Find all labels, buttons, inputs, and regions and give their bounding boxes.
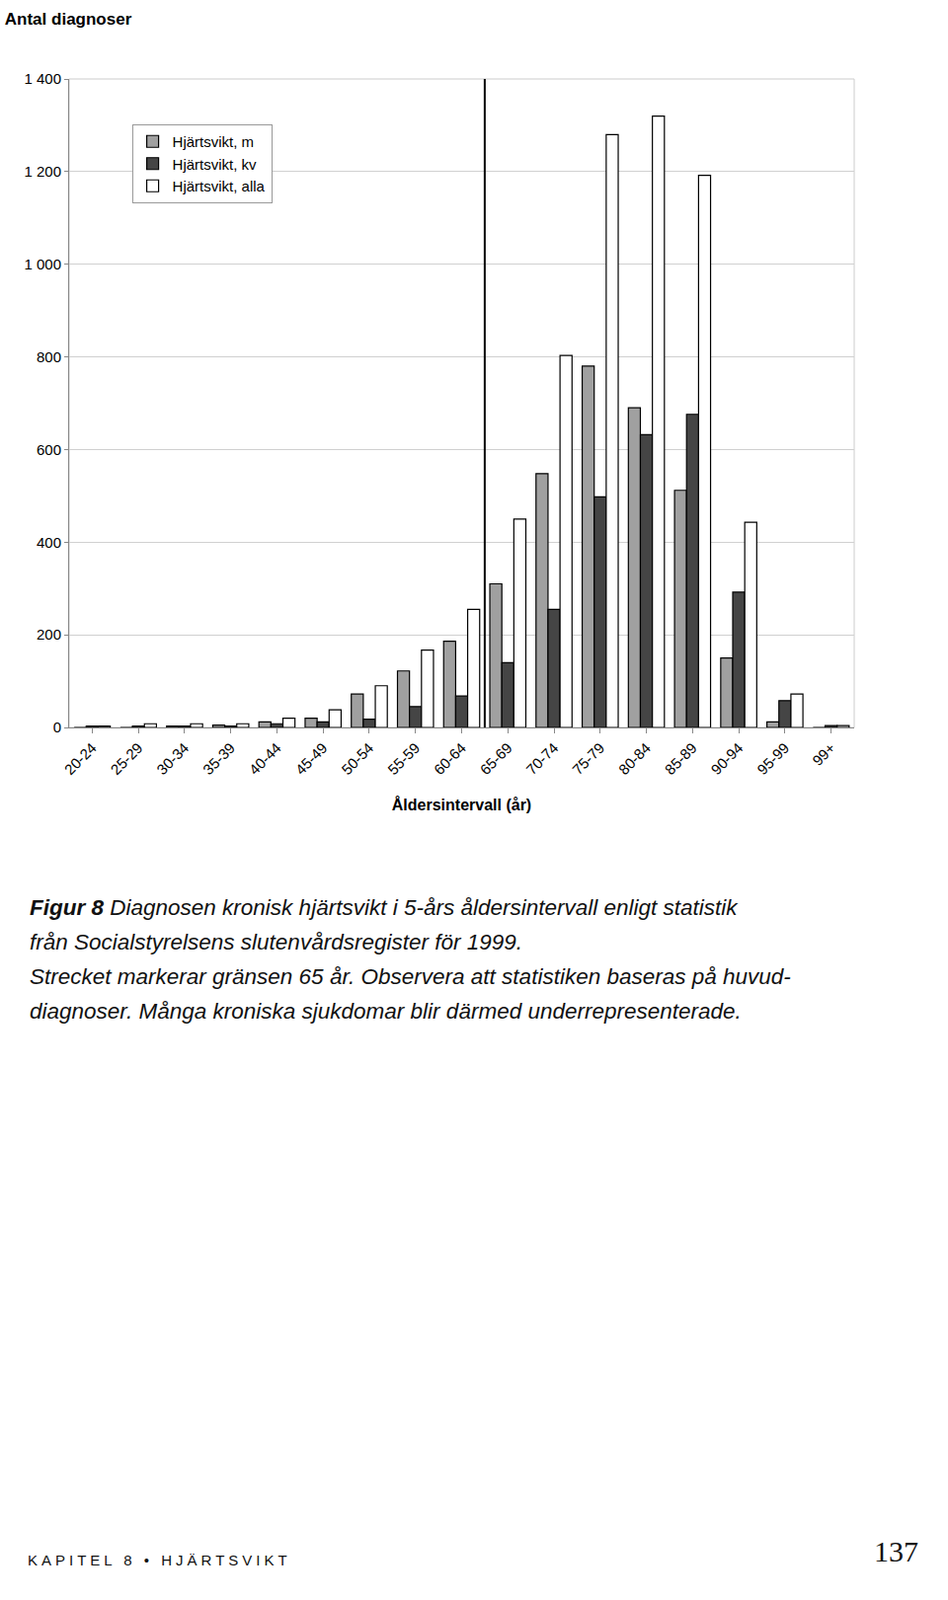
svg-text:600: 600	[36, 441, 62, 459]
svg-text:90-94: 90-94	[707, 739, 746, 779]
html-text:diagnoser. Många kroniska sjuk: diagnoser. Många kroniska sjukdomar blir…	[29, 999, 742, 1025]
html-text:137: 137	[873, 1535, 919, 1569]
html-text:Figur 8 Diagnosen kronisk hjär: Figur 8 Diagnosen kronisk hjärtsvikt i 5…	[29, 895, 738, 921]
svg-text:40-44: 40-44	[245, 739, 285, 779]
svg-text:45-49: 45-49	[291, 739, 330, 779]
svg-text:1 000: 1 000	[23, 255, 62, 273]
svg-text:75-79: 75-79	[568, 739, 608, 779]
svg-text:0: 0	[53, 718, 62, 736]
svg-text:1 400: 1 400	[23, 70, 62, 87]
html-text:KAPITEL 8 • HJÄRTSVIKT: KAPITEL 8 • HJÄRTSVIKT	[27, 1552, 291, 1570]
html-text:från Socialstyrelsens slutenvå: från Socialstyrelsens slutenvårdsregiste…	[29, 930, 523, 955]
svg-text:30-34: 30-34	[153, 739, 192, 779]
svg-text:50-54: 50-54	[337, 739, 377, 779]
svg-text:400: 400	[36, 534, 62, 552]
svg-text:99+: 99+	[808, 739, 839, 770]
svg-text:Hjärtsvikt, m: Hjärtsvikt, m	[172, 133, 255, 151]
html-text:Strecket markerar gränsen 65 å: Strecket markerar gränsen 65 år. Observe…	[29, 964, 791, 990]
svg-text:65-69: 65-69	[476, 739, 516, 779]
svg-text:95-99: 95-99	[753, 739, 792, 779]
svg-text:Åldersintervall (år): Åldersintervall (år)	[392, 795, 532, 814]
svg-text:Antal diagnoser: Antal diagnoser	[4, 9, 133, 29]
svg-text:200: 200	[36, 626, 62, 643]
svg-text:1 200: 1 200	[23, 162, 62, 180]
svg-text:Hjärtsvikt, kv: Hjärtsvikt, kv	[172, 156, 258, 173]
svg-text:800: 800	[36, 348, 62, 366]
svg-text:85-89: 85-89	[661, 739, 701, 779]
svg-text:60-64: 60-64	[430, 739, 470, 779]
svg-text:80-84: 80-84	[615, 739, 654, 779]
svg-text:Hjärtsvikt, alla: Hjärtsvikt, alla	[172, 177, 266, 195]
svg-text:25-29: 25-29	[106, 739, 146, 779]
svg-text:70-74: 70-74	[522, 739, 561, 779]
svg-text:55-59: 55-59	[384, 739, 423, 779]
svg-text:20-24: 20-24	[61, 739, 100, 779]
svg-text:35-39: 35-39	[199, 739, 238, 779]
